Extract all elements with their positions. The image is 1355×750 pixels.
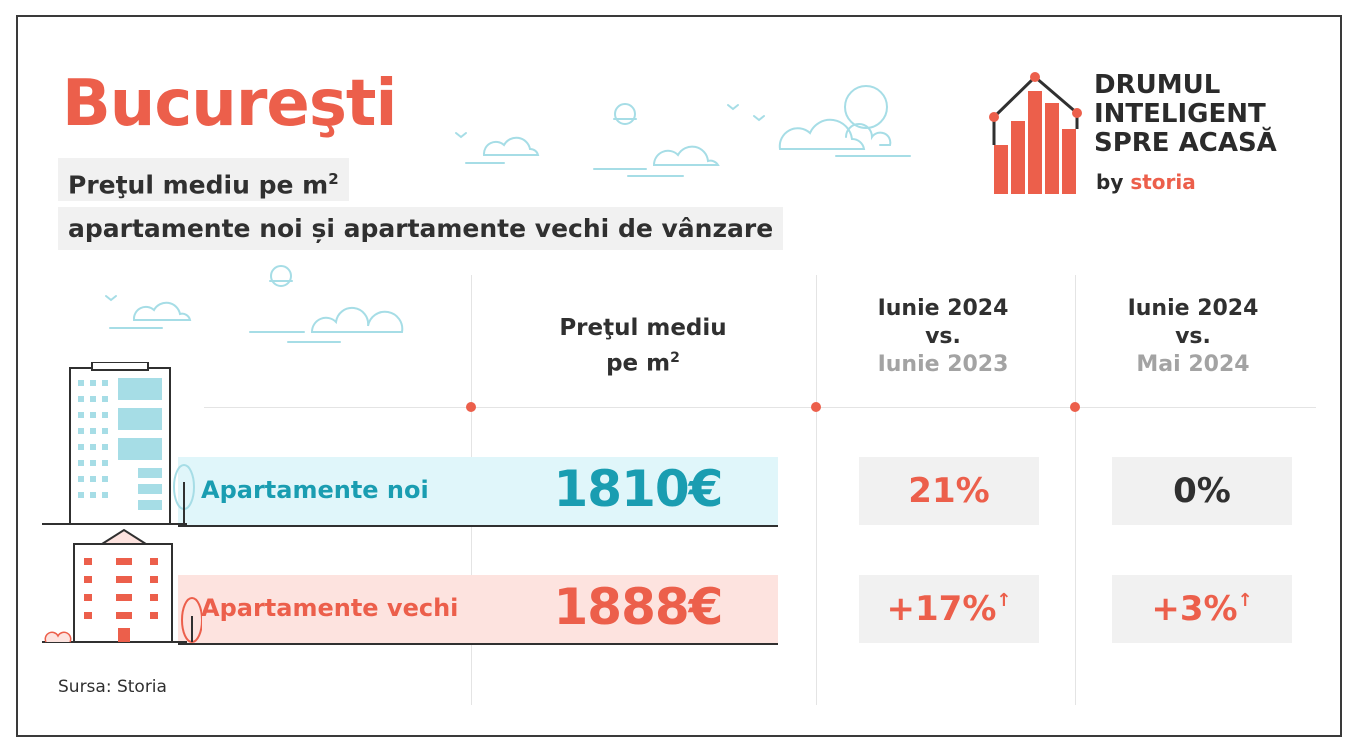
header-yoy-line-3: Iunie 2023 <box>877 352 1009 377</box>
price-old: 1888€ <box>553 578 724 636</box>
logo-by: by <box>1096 170 1124 194</box>
source-note: Sursa: Storia <box>58 677 167 697</box>
column-divider-3 <box>1075 275 1076 705</box>
header-price: Preţul mediu pe m2 <box>518 313 768 379</box>
header-mom-line-3: Mai 2024 <box>1136 352 1250 377</box>
yoy-value-old: +17% <box>886 589 997 629</box>
logo-line-3: SPRE ACASĂ <box>1094 128 1277 158</box>
header-price-line-1: Preţul mediu <box>559 315 727 341</box>
subtitle-superscript: 2 <box>328 170 339 188</box>
divider-dot <box>811 402 821 412</box>
header-divider <box>204 407 1316 408</box>
mom-cell-old: +3%↑ <box>1112 575 1292 643</box>
page-title: Bucureşti <box>62 67 397 141</box>
buildings-illustration <box>42 362 202 643</box>
mom-value-new: 0% <box>1173 471 1231 511</box>
logo-byline: by storia <box>1096 170 1196 194</box>
mom-cell-new: 0% <box>1112 457 1292 525</box>
header-yoy-line-2: vs. <box>925 324 961 349</box>
header-mom-line-1: Iunie 2024 <box>1127 296 1259 321</box>
row-band-new <box>178 457 778 527</box>
divider-dot <box>1070 402 1080 412</box>
row-band-old <box>178 575 778 645</box>
clouds-illustration <box>105 85 911 343</box>
subtitle-line-1: Preţul mediu pe m2 <box>58 158 349 201</box>
header-price-unit: pe m <box>606 350 671 377</box>
header-year-over-year: Iunie 2024 vs. Iunie 2023 <box>846 295 1040 379</box>
infographic-frame: Bucureşti Preţul mediu pe m2 apartamente… <box>16 15 1342 737</box>
row-label-old: Apartamente vechi <box>201 594 459 622</box>
yoy-cell-new: 21% <box>859 457 1039 525</box>
price-new: 1810€ <box>553 460 724 518</box>
logo-brand: storia <box>1130 170 1196 194</box>
logo-line-2: INTELIGENT <box>1094 99 1266 129</box>
header-price-line-2: pe m2 <box>518 343 768 379</box>
row-label-new: Apartamente noi <box>201 476 429 504</box>
header-price-superscript: 2 <box>670 350 680 366</box>
yoy-value-new: 21% <box>908 471 990 511</box>
divider-dot <box>466 402 476 412</box>
arrow-up-icon: ↑ <box>1237 590 1253 611</box>
yoy-cell-old: +17%↑ <box>859 575 1039 643</box>
storia-logo-icon <box>989 72 1082 194</box>
mom-value-old: +3% <box>1151 589 1238 629</box>
header-mom-line-2: vs. <box>1175 324 1211 349</box>
subtitle-line-2: apartamente noi și apartamente vechi de … <box>58 207 784 250</box>
arrow-up-icon: ↑ <box>996 590 1012 611</box>
header-month-over-month: Iunie 2024 vs. Mai 2024 <box>1103 295 1283 379</box>
logo-tagline: DRUMUL INTELIGENT SPRE ACASĂ <box>1094 71 1277 158</box>
header-yoy-line-1: Iunie 2024 <box>877 296 1009 321</box>
logo-line-1: DRUMUL <box>1094 70 1221 100</box>
subtitle-text: Preţul mediu pe m <box>68 170 329 200</box>
column-divider-2 <box>816 275 817 705</box>
